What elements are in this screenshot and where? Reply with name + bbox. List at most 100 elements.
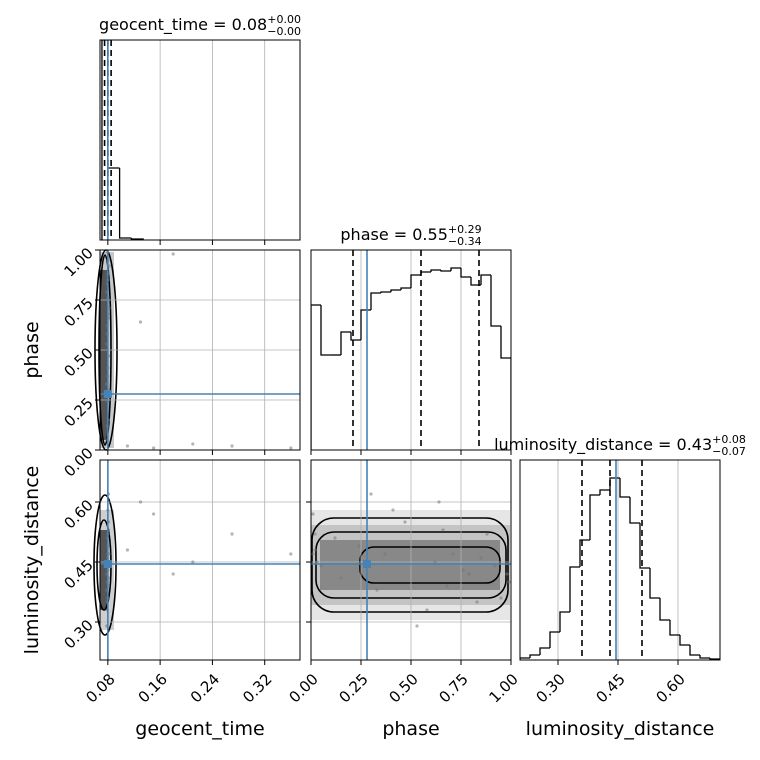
sample-point	[171, 572, 175, 576]
x-axis-label: luminosity_distance	[526, 718, 715, 740]
panel-frame	[310, 249, 512, 451]
density	[100, 270, 108, 440]
histogram-step	[380, 291, 391, 293]
panel	[100, 250, 300, 450]
sample-point	[415, 624, 419, 628]
panel-title: luminosity_distance = 0.43+0.08 −0.07	[494, 433, 746, 458]
title-main: phase = 0.55	[340, 225, 447, 244]
histogram-step	[450, 267, 461, 271]
histogram-step	[649, 568, 660, 599]
histogram-step	[579, 539, 590, 567]
histogram-step	[340, 331, 351, 355]
sample-point	[313, 548, 317, 552]
sample-point	[339, 576, 343, 580]
panel	[311, 460, 511, 660]
histogram-step	[659, 598, 670, 621]
sample-point	[289, 552, 293, 556]
sample-point	[138, 500, 143, 504]
histogram-step	[470, 277, 481, 286]
title-plus: +0.00	[267, 13, 301, 26]
x-axis-label: geocent_time	[135, 718, 264, 740]
panel	[311, 250, 511, 450]
panel-frame	[99, 39, 301, 241]
sample-point	[369, 492, 373, 496]
panel-frame	[99, 459, 301, 661]
title-minus: −0.07	[712, 445, 746, 458]
histogram-step	[539, 647, 550, 655]
sample-point	[499, 596, 503, 600]
panel-title: phase = 0.55+0.29 −0.34	[340, 223, 481, 248]
panel-frame	[519, 459, 721, 661]
y-axis-label: phase	[21, 321, 43, 378]
sample-point	[125, 548, 130, 552]
truth-marker	[103, 560, 112, 568]
x-axis-label: phase	[382, 718, 439, 740]
sample-point	[425, 608, 429, 612]
histogram-step	[430, 269, 441, 272]
sample-point	[493, 564, 497, 568]
sample-point	[333, 536, 337, 540]
contour	[311, 517, 509, 613]
histogram-step	[440, 270, 451, 272]
histogram-step	[390, 289, 401, 292]
sample-point	[475, 600, 479, 604]
sample-point	[230, 444, 234, 448]
sample-point	[479, 556, 483, 560]
title-plus: +0.29	[448, 223, 482, 236]
title-main: luminosity_distance = 0.43	[494, 435, 712, 455]
histogram-step	[320, 305, 331, 356]
contour	[93, 494, 117, 636]
contour	[359, 546, 501, 584]
truth-marker	[103, 390, 112, 398]
title-minus: −0.00	[267, 25, 301, 38]
histogram-step	[639, 523, 650, 569]
sample-point	[467, 572, 471, 576]
sample-point	[311, 552, 315, 556]
panel-frame	[99, 249, 301, 451]
histogram-step	[480, 274, 491, 285]
histogram-step	[520, 657, 530, 660]
histogram-step	[589, 494, 600, 540]
sample-point	[505, 572, 509, 576]
histogram-step	[699, 655, 710, 659]
sample-point	[313, 532, 317, 536]
histogram-step	[350, 332, 361, 341]
sample-point	[289, 446, 293, 450]
sample-point	[151, 512, 156, 516]
title-minus: −0.34	[448, 235, 482, 248]
histogram-step	[569, 566, 580, 612]
histogram-step	[669, 620, 680, 636]
histogram-step	[311, 304, 321, 450]
density	[100, 530, 108, 610]
histogram-step	[619, 478, 630, 498]
truth-marker	[363, 560, 371, 568]
histogram-step	[559, 611, 570, 632]
panel-frame	[310, 459, 512, 661]
histogram-step	[118, 168, 132, 239]
sample-point	[433, 560, 437, 564]
sample-point	[191, 442, 195, 446]
panel	[100, 460, 300, 660]
sample-point	[383, 552, 387, 556]
sample-point	[230, 532, 234, 536]
panel	[520, 460, 720, 660]
histogram-step	[370, 292, 381, 310]
histogram-step	[400, 287, 411, 290]
contours	[93, 249, 510, 636]
sample-point	[138, 320, 143, 324]
sample-point	[437, 500, 441, 504]
sample-point	[485, 532, 489, 536]
histogram-step	[490, 275, 501, 327]
histogram-step	[599, 489, 610, 495]
histogram-step	[549, 631, 560, 648]
histogram-step	[529, 654, 540, 658]
title-main: geocent_time = 0.08	[99, 15, 267, 35]
y-axis-label: luminosity_distance	[21, 466, 43, 655]
sample-point	[191, 560, 195, 564]
sample-point	[451, 552, 455, 556]
density	[320, 540, 500, 590]
sample-point	[151, 446, 156, 450]
sample-point	[171, 252, 175, 256]
